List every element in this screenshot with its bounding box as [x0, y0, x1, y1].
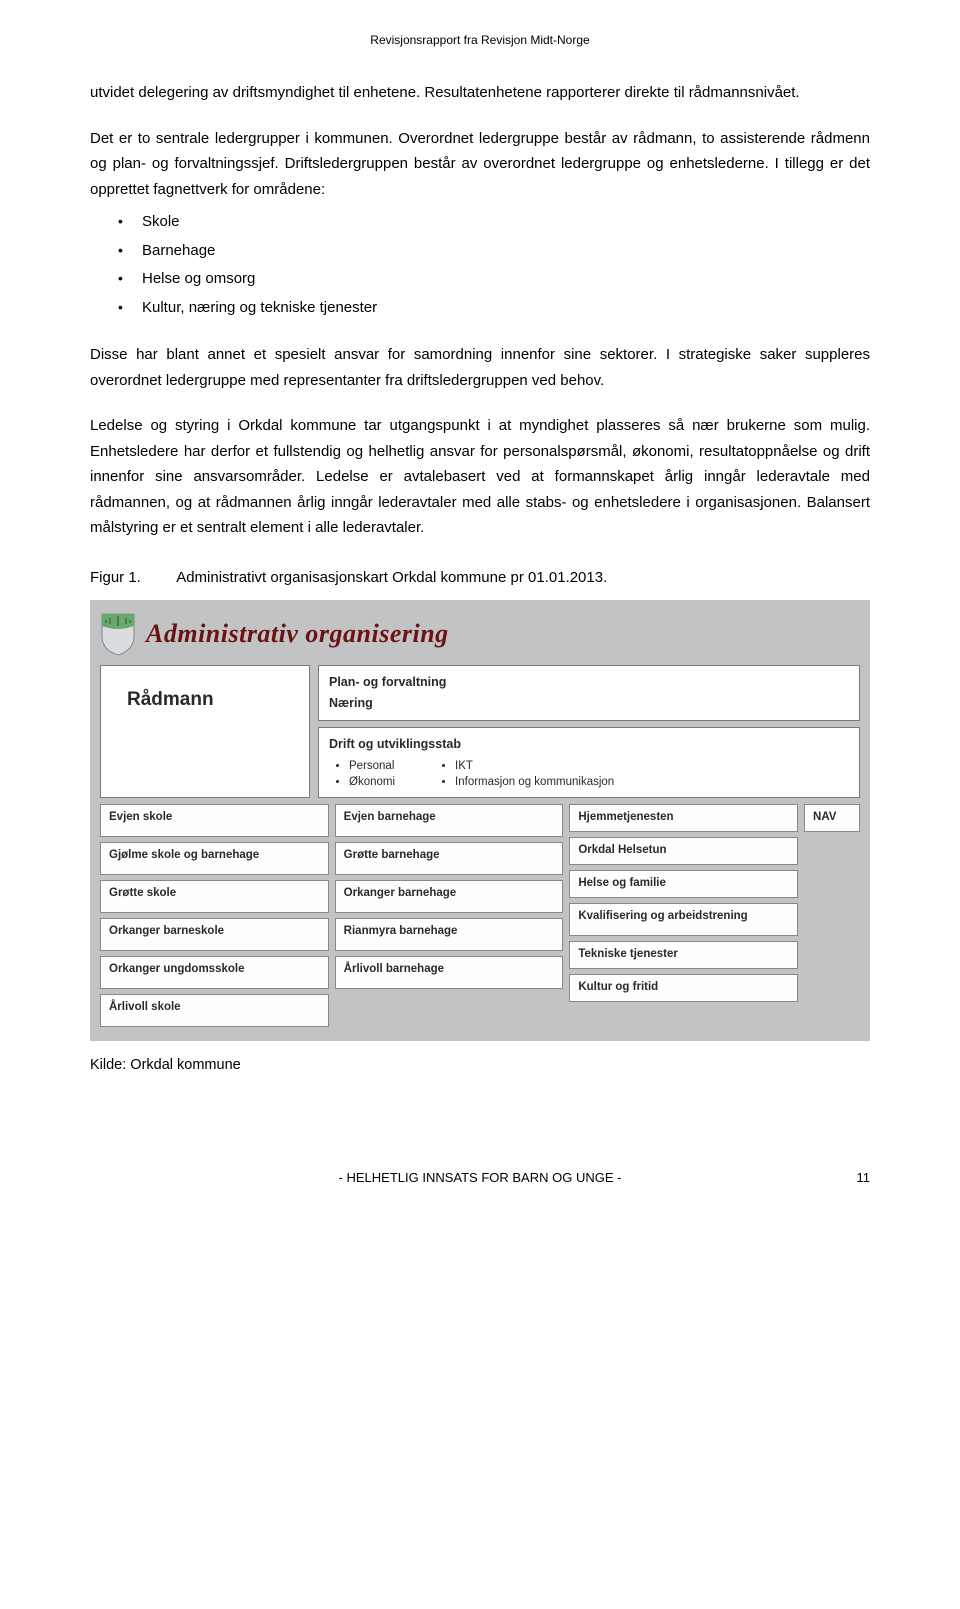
- org-unit: Årlivoll skole: [100, 994, 329, 1027]
- org-unit: Årlivoll barnehage: [335, 956, 564, 989]
- page-footer: - HELHETLIG INNSATS FOR BARN OG UNGE - 1…: [90, 1167, 870, 1189]
- org-column-2: Evjen barnehage Grøtte barnehage Orkange…: [335, 804, 564, 1027]
- bullet-item: Barnehage: [118, 237, 870, 266]
- drift-left-list: Personal Økonomi: [349, 758, 395, 790]
- org-unit: Gjølme skole og barnehage: [100, 842, 329, 875]
- bullet-item: Kultur, næring og tekniske tjenester: [118, 294, 870, 323]
- drift-left-item: Økonomi: [349, 774, 395, 790]
- org-unit: Rianmyra barnehage: [335, 918, 564, 951]
- plan-box: Plan- og forvaltning Næring: [318, 665, 860, 722]
- plan-line2: Næring: [329, 693, 849, 714]
- source-text: Kilde: Orkdal kommune: [90, 1053, 870, 1078]
- org-unit: Orkanger barneskole: [100, 918, 329, 951]
- drift-title: Drift og utviklingsstab: [329, 734, 849, 755]
- org-column-nav: NAV: [804, 804, 860, 1027]
- figure-label: Figur 1.: [90, 569, 141, 586]
- paragraph-2: Det er to sentrale ledergrupper i kommun…: [90, 126, 870, 203]
- bullet-item: Skole: [118, 208, 870, 237]
- bullet-list: Skole Barnehage Helse og omsorg Kultur, …: [118, 208, 870, 322]
- drift-right-item: IKT: [455, 758, 614, 774]
- figure-caption: Figur 1. Administrativt organisasjonskar…: [90, 565, 870, 591]
- radmann-box: Rådmann: [100, 665, 310, 798]
- figure-caption-text: Administrativt organisasjonskart Orkdal …: [176, 569, 607, 586]
- org-unit: Orkanger ungdomsskole: [100, 956, 329, 989]
- org-unit: Evjen barnehage: [335, 804, 564, 837]
- shield-icon: [100, 612, 136, 656]
- org-chart-title: Administrativ organisering: [146, 612, 449, 656]
- footer-text: - HELHETLIG INNSATS FOR BARN OG UNGE -: [120, 1167, 840, 1189]
- bullet-item: Helse og omsorg: [118, 265, 870, 294]
- org-chart: Administrativ organisering Rådmann Plan-…: [90, 600, 870, 1040]
- drift-right-list: IKT Informasjon og kommunikasjon: [455, 758, 614, 790]
- org-unit: Kvalifisering og arbeidstrening: [569, 903, 798, 936]
- drift-left-item: Personal: [349, 758, 395, 774]
- org-unit: Grøtte skole: [100, 880, 329, 913]
- org-column-3: Hjemmetjenesten Orkdal Helsetun Helse og…: [569, 804, 798, 1027]
- org-unit: Hjemmetjenesten: [569, 804, 798, 832]
- org-unit: Helse og familie: [569, 870, 798, 898]
- org-unit: Tekniske tjenester: [569, 941, 798, 969]
- nav-unit: NAV: [804, 804, 860, 832]
- paragraph-4: Ledelse og styring i Orkdal kommune tar …: [90, 413, 870, 541]
- org-unit: Orkanger barnehage: [335, 880, 564, 913]
- org-unit: Orkdal Helsetun: [569, 837, 798, 865]
- org-unit: Grøtte barnehage: [335, 842, 564, 875]
- drift-box: Drift og utviklingsstab Personal Økonomi…: [318, 727, 860, 797]
- drift-right-item: Informasjon og kommunikasjon: [455, 774, 614, 790]
- org-unit: Evjen skole: [100, 804, 329, 837]
- paragraph-3: Disse har blant annet et spesielt ansvar…: [90, 342, 870, 393]
- plan-line1: Plan- og forvaltning: [329, 672, 849, 693]
- paragraph-1: utvidet delegering av driftsmyndighet ti…: [90, 80, 870, 106]
- report-header: Revisjonsrapport fra Revisjon Midt-Norge: [90, 30, 870, 50]
- page-number: 11: [840, 1167, 870, 1189]
- org-unit: Kultur og fritid: [569, 974, 798, 1002]
- org-column-1: Evjen skole Gjølme skole og barnehage Gr…: [100, 804, 329, 1027]
